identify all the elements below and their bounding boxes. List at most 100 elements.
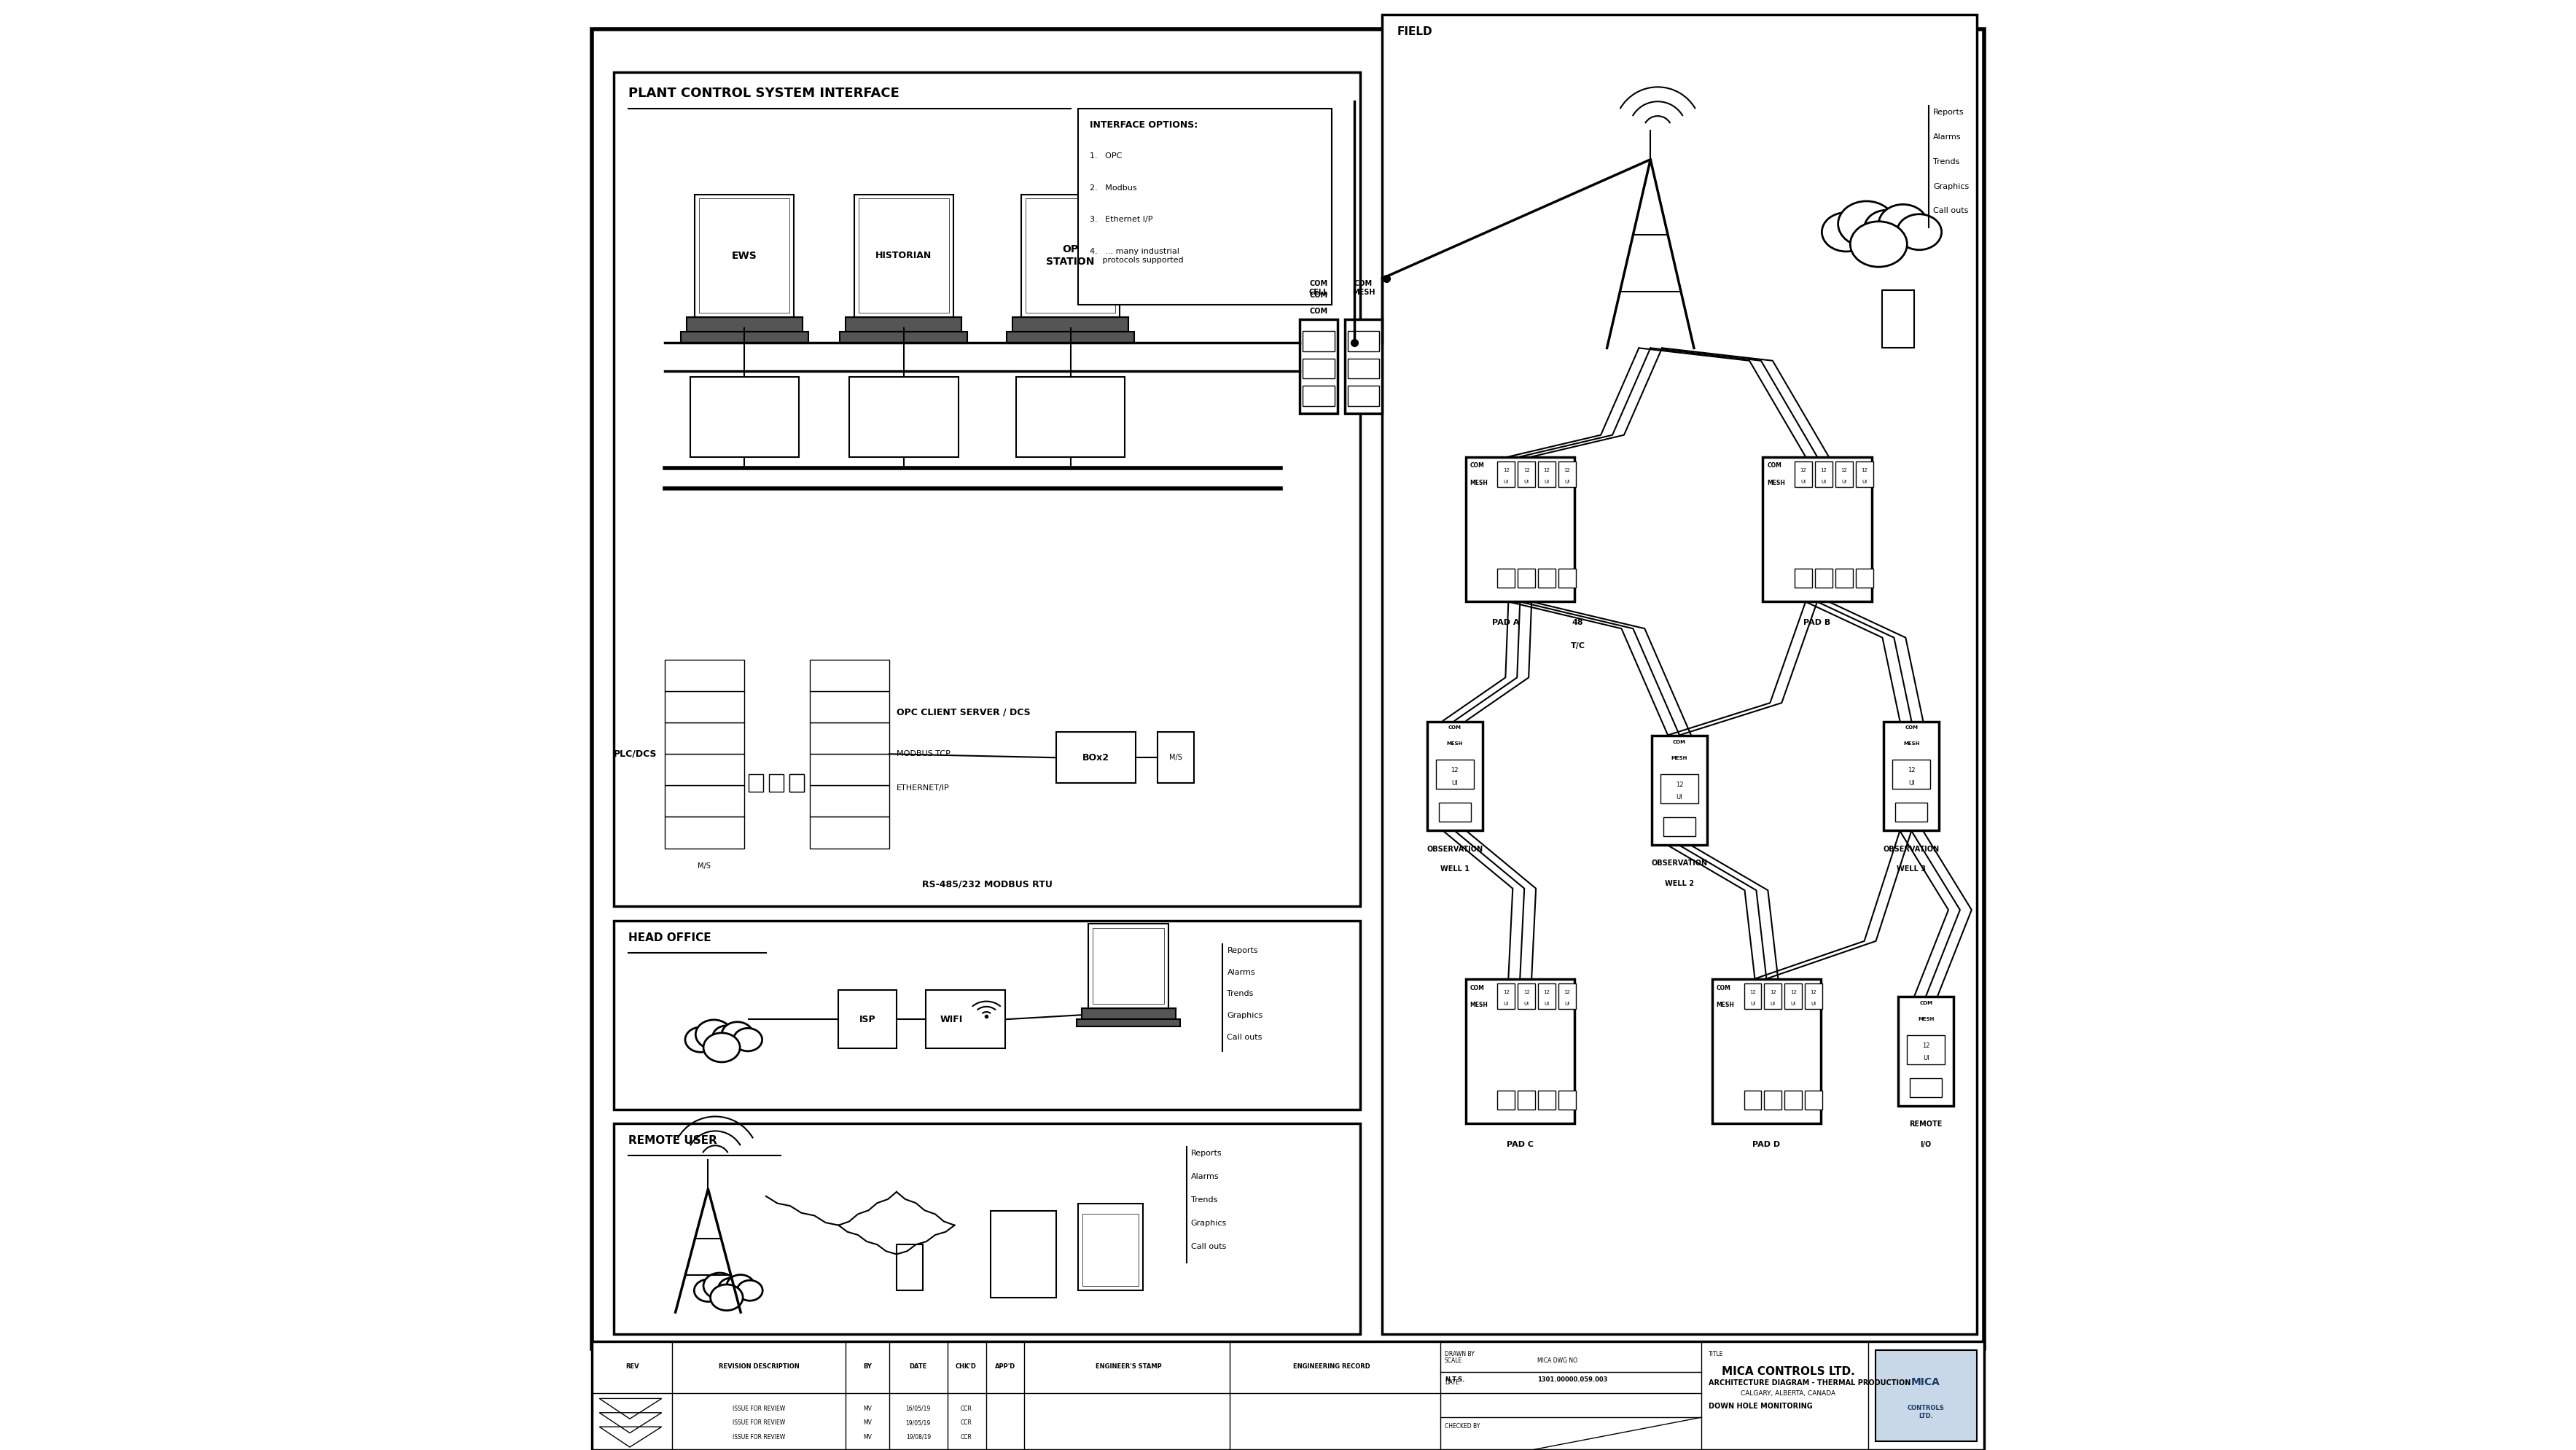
Text: MESH: MESH (1716, 1002, 1734, 1009)
FancyBboxPatch shape (1025, 199, 1115, 313)
Ellipse shape (685, 1027, 716, 1053)
FancyBboxPatch shape (690, 377, 799, 457)
Text: PAD C: PAD C (1507, 1141, 1533, 1148)
Ellipse shape (719, 1277, 744, 1298)
Text: 12: 12 (1811, 990, 1816, 995)
Text: OBSERVATION: OBSERVATION (1427, 845, 1484, 853)
Text: Trends: Trends (1190, 1196, 1218, 1203)
FancyBboxPatch shape (896, 1244, 922, 1290)
Text: INTERFACE OPTIONS:: INTERFACE OPTIONS: (1090, 120, 1198, 130)
Text: ARCHITECTURE DIAGRAM - THERMAL PRODUCTION: ARCHITECTURE DIAGRAM - THERMAL PRODUCTIO… (1708, 1379, 1911, 1386)
Text: UI: UI (1862, 480, 1868, 484)
FancyBboxPatch shape (1806, 1090, 1821, 1109)
FancyBboxPatch shape (845, 318, 961, 332)
Text: PAD D: PAD D (1752, 1141, 1780, 1148)
Ellipse shape (703, 1273, 737, 1299)
Text: REMOTE USER: REMOTE USER (629, 1135, 716, 1147)
FancyBboxPatch shape (665, 754, 744, 786)
FancyBboxPatch shape (1538, 461, 1556, 487)
Text: 3.   Ethernet I/P: 3. Ethernet I/P (1090, 216, 1151, 223)
Text: TITLE: TITLE (1708, 1351, 1723, 1357)
Text: UI: UI (1749, 1002, 1754, 1006)
Text: Alarms: Alarms (1190, 1173, 1218, 1180)
Text: 12: 12 (1821, 468, 1826, 473)
FancyBboxPatch shape (1007, 332, 1133, 344)
Text: 2.   Modbus: 2. Modbus (1090, 184, 1136, 191)
FancyBboxPatch shape (1785, 983, 1803, 1009)
Text: 12: 12 (1502, 468, 1510, 473)
FancyBboxPatch shape (1347, 358, 1378, 378)
FancyBboxPatch shape (1157, 732, 1193, 783)
FancyBboxPatch shape (1816, 461, 1832, 487)
Text: COM: COM (1309, 307, 1327, 315)
Text: HEAD OFFICE: HEAD OFFICE (629, 932, 711, 944)
Text: 12: 12 (1502, 990, 1510, 995)
Text: UI: UI (1677, 795, 1682, 800)
Text: I/O: I/O (1919, 1141, 1932, 1148)
Text: MV: MV (863, 1434, 871, 1440)
Text: COM: COM (1471, 985, 1484, 992)
FancyBboxPatch shape (1427, 722, 1481, 829)
Text: 16/05/19: 16/05/19 (907, 1405, 930, 1412)
FancyBboxPatch shape (1466, 979, 1574, 1124)
Text: MESH: MESH (1917, 1018, 1935, 1022)
Text: CHK'D: CHK'D (956, 1363, 976, 1370)
Text: UI: UI (1811, 1002, 1816, 1006)
Text: 12: 12 (1842, 468, 1847, 473)
FancyBboxPatch shape (1906, 1035, 1945, 1064)
Ellipse shape (726, 1275, 755, 1296)
Text: CHECKED BY: CHECKED BY (1445, 1422, 1479, 1430)
FancyBboxPatch shape (809, 816, 889, 848)
FancyBboxPatch shape (1517, 1090, 1535, 1109)
FancyBboxPatch shape (1855, 461, 1873, 487)
FancyBboxPatch shape (1909, 1079, 1942, 1096)
Text: RS-485/232 MODBUS RTU: RS-485/232 MODBUS RTU (922, 879, 1054, 889)
Text: UI: UI (1504, 480, 1510, 484)
Text: Call outs: Call outs (1932, 207, 1968, 215)
Text: Graphics: Graphics (1932, 183, 1968, 190)
FancyBboxPatch shape (1765, 983, 1783, 1009)
FancyBboxPatch shape (1744, 1090, 1762, 1109)
Text: ISSUE FOR REVIEW: ISSUE FOR REVIEW (732, 1434, 786, 1440)
Ellipse shape (714, 1025, 742, 1048)
FancyBboxPatch shape (809, 722, 889, 754)
FancyBboxPatch shape (1497, 983, 1515, 1009)
FancyBboxPatch shape (1303, 358, 1334, 378)
Text: SCALE: SCALE (1445, 1357, 1463, 1364)
Text: 19/08/19: 19/08/19 (907, 1434, 930, 1440)
FancyBboxPatch shape (685, 318, 801, 332)
Text: M/S: M/S (698, 863, 711, 870)
Text: COM: COM (1904, 725, 1919, 731)
Ellipse shape (737, 1280, 762, 1301)
FancyBboxPatch shape (1077, 109, 1332, 304)
Text: PLC/DCS: PLC/DCS (613, 750, 657, 758)
Text: ISP: ISP (860, 1015, 876, 1024)
Text: UI: UI (1801, 480, 1806, 484)
Text: 12: 12 (1564, 468, 1571, 473)
Ellipse shape (734, 1028, 762, 1051)
FancyBboxPatch shape (1347, 331, 1378, 351)
FancyBboxPatch shape (1883, 722, 1940, 829)
FancyBboxPatch shape (1497, 568, 1515, 587)
FancyBboxPatch shape (858, 199, 948, 313)
Text: 4.   ... many industrial
     protocols supported: 4. ... many industrial protocols support… (1090, 248, 1182, 264)
Text: DATE: DATE (1445, 1379, 1458, 1386)
FancyBboxPatch shape (1795, 568, 1811, 587)
Text: REV: REV (626, 1363, 639, 1370)
FancyBboxPatch shape (698, 199, 788, 313)
FancyBboxPatch shape (1816, 568, 1832, 587)
FancyBboxPatch shape (855, 194, 953, 318)
Text: REVISION DESCRIPTION: REVISION DESCRIPTION (719, 1363, 799, 1370)
FancyBboxPatch shape (613, 921, 1360, 1109)
Text: WELL 1: WELL 1 (1440, 866, 1468, 873)
FancyBboxPatch shape (809, 660, 889, 692)
FancyBboxPatch shape (992, 1211, 1056, 1298)
FancyBboxPatch shape (680, 332, 809, 344)
Text: ETHERNET/IP: ETHERNET/IP (896, 784, 951, 792)
Text: 12: 12 (1543, 990, 1551, 995)
FancyBboxPatch shape (840, 332, 969, 344)
Text: 12: 12 (1801, 468, 1806, 473)
Text: OBSERVATION: OBSERVATION (1883, 845, 1940, 853)
Text: MICA DWG NO: MICA DWG NO (1538, 1357, 1577, 1364)
Text: CONTROLS
LTD.: CONTROLS LTD. (1906, 1405, 1945, 1420)
